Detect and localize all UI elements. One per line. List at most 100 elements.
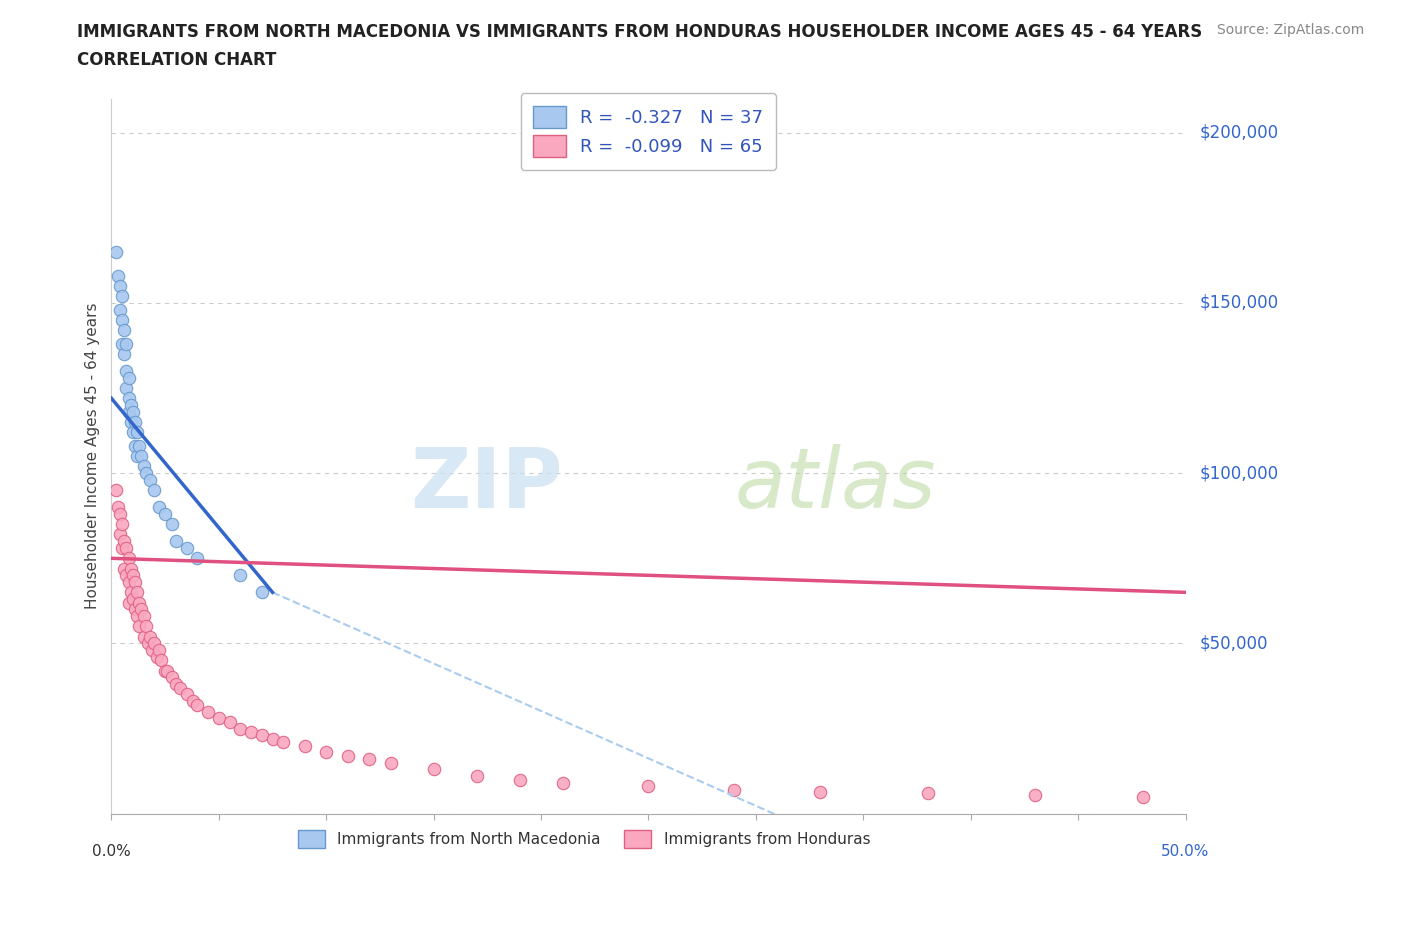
Point xyxy=(112,561,135,576)
Text: CORRELATION CHART: CORRELATION CHART xyxy=(77,51,277,69)
Point xyxy=(153,663,176,678)
Point xyxy=(271,735,294,750)
Point xyxy=(111,517,134,532)
Legend: Immigrants from North Macedonia, Immigrants from Honduras: Immigrants from North Macedonia, Immigra… xyxy=(290,822,877,856)
Point xyxy=(122,425,145,440)
Point xyxy=(229,721,252,736)
Point xyxy=(117,575,139,590)
Point xyxy=(124,415,146,430)
Point xyxy=(169,680,191,695)
Point xyxy=(112,323,135,338)
Point xyxy=(160,517,183,532)
Point xyxy=(139,630,162,644)
Point xyxy=(165,534,187,549)
Point xyxy=(1132,790,1154,804)
Point xyxy=(107,268,129,283)
Point xyxy=(135,619,157,634)
Point xyxy=(115,540,138,555)
Text: $100,000: $100,000 xyxy=(1199,464,1278,482)
Point xyxy=(165,677,187,692)
Point xyxy=(509,772,531,787)
Point xyxy=(128,619,150,634)
Point xyxy=(380,755,402,770)
Point xyxy=(108,527,131,542)
Point xyxy=(122,568,145,583)
Point xyxy=(250,728,273,743)
Point xyxy=(108,278,131,293)
Point xyxy=(128,439,150,454)
Point xyxy=(128,595,150,610)
Point xyxy=(132,630,155,644)
Point xyxy=(336,749,359,764)
Point xyxy=(108,302,131,317)
Text: Source: ZipAtlas.com: Source: ZipAtlas.com xyxy=(1216,23,1364,37)
Point xyxy=(132,458,155,473)
Point xyxy=(143,636,166,651)
Point xyxy=(139,472,162,487)
Point xyxy=(145,649,167,664)
Point xyxy=(240,724,263,739)
Point xyxy=(108,507,131,522)
Point xyxy=(107,499,129,514)
Point xyxy=(1024,788,1046,803)
Point xyxy=(117,551,139,565)
Point xyxy=(160,670,183,684)
Point xyxy=(637,779,659,794)
Point xyxy=(186,698,208,712)
Text: $200,000: $200,000 xyxy=(1199,124,1278,141)
Point xyxy=(122,405,145,419)
Point xyxy=(422,762,444,777)
Point xyxy=(112,534,135,549)
Y-axis label: Householder Income Ages 45 - 64 years: Householder Income Ages 45 - 64 years xyxy=(86,303,100,609)
Text: IMMIGRANTS FROM NORTH MACEDONIA VS IMMIGRANTS FROM HONDURAS HOUSEHOLDER INCOME A: IMMIGRANTS FROM NORTH MACEDONIA VS IMMIG… xyxy=(77,23,1202,41)
Point xyxy=(229,568,252,583)
Point xyxy=(124,439,146,454)
Point xyxy=(149,653,172,668)
Point xyxy=(148,499,170,514)
Point xyxy=(120,398,142,413)
Point xyxy=(120,415,142,430)
Point xyxy=(124,575,146,590)
Point xyxy=(808,784,831,799)
Point xyxy=(135,466,157,481)
Point xyxy=(127,449,149,464)
Text: 0.0%: 0.0% xyxy=(91,844,131,859)
Point xyxy=(104,483,127,498)
Point xyxy=(186,551,208,565)
Text: 50.0%: 50.0% xyxy=(1161,844,1209,859)
Point xyxy=(111,337,134,352)
Point xyxy=(115,337,138,352)
Point xyxy=(197,704,219,719)
Point xyxy=(120,561,142,576)
Point xyxy=(153,507,176,522)
Point xyxy=(315,745,337,760)
Point xyxy=(104,245,127,259)
Point xyxy=(117,370,139,385)
Point xyxy=(208,711,231,725)
Point xyxy=(176,540,198,555)
Point xyxy=(141,643,163,658)
Point xyxy=(294,738,316,753)
Point xyxy=(117,595,139,610)
Point xyxy=(250,585,273,600)
Point xyxy=(111,540,134,555)
Point xyxy=(127,425,149,440)
Point xyxy=(131,602,153,617)
Point xyxy=(117,391,139,405)
Point xyxy=(127,609,149,624)
Text: ZIP: ZIP xyxy=(411,445,562,525)
Point xyxy=(117,405,139,419)
Point xyxy=(120,585,142,600)
Text: atlas: atlas xyxy=(734,445,936,525)
Point xyxy=(115,568,138,583)
Point xyxy=(262,731,284,746)
Point xyxy=(127,585,149,600)
Point xyxy=(112,347,135,362)
Point xyxy=(115,364,138,379)
Point xyxy=(551,776,574,790)
Point xyxy=(115,380,138,395)
Point xyxy=(143,483,166,498)
Point xyxy=(181,694,204,709)
Point xyxy=(122,591,145,606)
Point xyxy=(124,602,146,617)
